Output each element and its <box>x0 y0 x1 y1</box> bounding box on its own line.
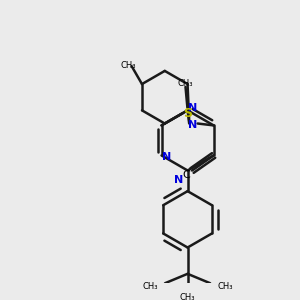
Text: S: S <box>183 107 192 120</box>
Text: C: C <box>182 170 190 180</box>
Text: N: N <box>188 103 197 113</box>
Text: CH₃: CH₃ <box>142 283 158 292</box>
Text: N: N <box>174 175 183 185</box>
Text: CH₃: CH₃ <box>178 80 193 88</box>
Text: CH₃: CH₃ <box>180 293 195 300</box>
Text: N: N <box>162 152 171 162</box>
Text: CH₃: CH₃ <box>120 61 136 70</box>
Text: CH₃: CH₃ <box>218 283 233 292</box>
Text: N: N <box>188 120 198 130</box>
